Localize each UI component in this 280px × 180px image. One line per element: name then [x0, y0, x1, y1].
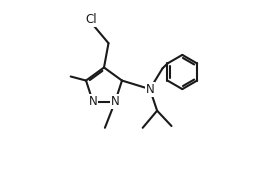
Text: N: N	[146, 83, 154, 96]
Text: N: N	[88, 95, 97, 108]
Text: Cl: Cl	[86, 13, 97, 26]
Text: N: N	[111, 95, 120, 108]
